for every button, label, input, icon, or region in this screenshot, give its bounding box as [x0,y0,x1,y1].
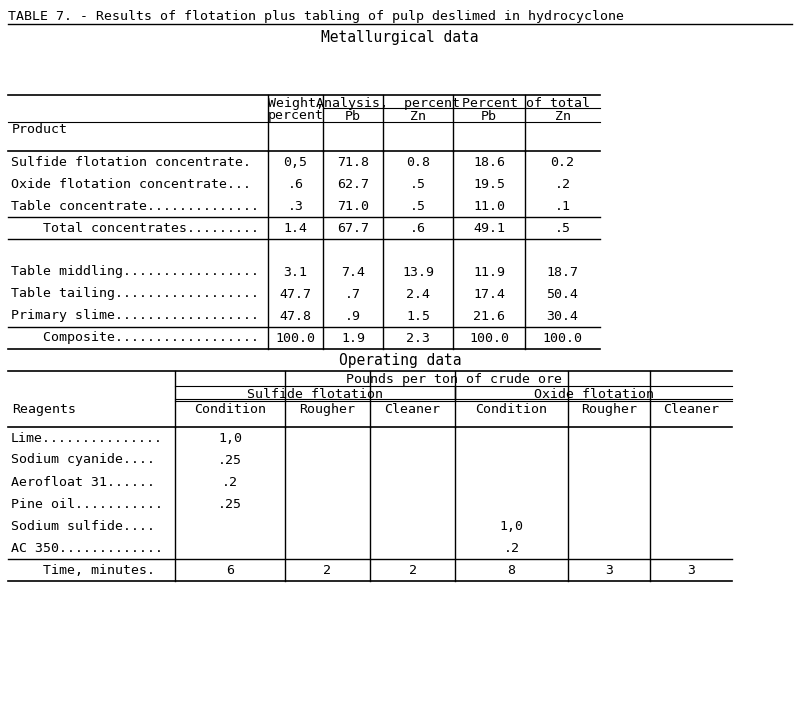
Text: Condition: Condition [194,403,266,416]
Text: Pine oil...........: Pine oil........... [11,498,163,511]
Text: Analysis,  percent: Analysis, percent [316,97,460,110]
Text: .2: .2 [554,178,570,191]
Text: 0.2: 0.2 [550,156,574,168]
Text: 18.6: 18.6 [473,156,505,168]
Text: Sulfide flotation concentrate.: Sulfide flotation concentrate. [11,156,251,168]
Text: Operating data: Operating data [338,353,462,368]
Text: 1.9: 1.9 [341,331,365,344]
Text: Percent of total: Percent of total [462,97,590,110]
Text: Composite..................: Composite.................. [11,331,259,344]
Text: 71.0: 71.0 [337,199,369,212]
Text: 71.8: 71.8 [337,156,369,168]
Text: .6: .6 [287,178,303,191]
Text: 30.4: 30.4 [546,310,578,323]
Text: 3: 3 [605,564,613,576]
Text: 2.3: 2.3 [406,331,430,344]
Text: 0,5: 0,5 [283,156,307,168]
Text: 2: 2 [409,564,417,576]
Text: Reagents: Reagents [12,403,76,416]
Text: Sodium sulfide....: Sodium sulfide.... [11,520,155,533]
Text: 3: 3 [687,564,695,576]
Text: 47.8: 47.8 [279,310,311,323]
Text: Table middling.................: Table middling................. [11,265,259,278]
Text: TABLE 7. - Results of flotation plus tabling of pulp deslimed in hydrocyclone: TABLE 7. - Results of flotation plus tab… [8,10,624,23]
Text: Rougher: Rougher [581,403,637,416]
Text: Oxide flotation: Oxide flotation [534,388,654,401]
Text: Sodium cyanide....: Sodium cyanide.... [11,453,155,467]
Text: 100.0: 100.0 [469,331,509,344]
Text: Table concentrate..............: Table concentrate.............. [11,199,259,212]
Text: 18.7: 18.7 [546,265,578,278]
Text: .6: .6 [410,222,426,234]
Text: Weight,: Weight, [267,97,323,110]
Text: 0.8: 0.8 [406,156,430,168]
Text: Zn: Zn [554,110,570,123]
Text: .5: .5 [554,222,570,234]
Text: percent: percent [267,109,323,122]
Text: 49.1: 49.1 [473,222,505,234]
Text: .1: .1 [554,199,570,212]
Text: 1.5: 1.5 [406,310,430,323]
Text: .7: .7 [345,288,361,300]
Text: 13.9: 13.9 [402,265,434,278]
Text: 62.7: 62.7 [337,178,369,191]
Text: Sulfide flotation: Sulfide flotation [247,388,383,401]
Text: 11.9: 11.9 [473,265,505,278]
Text: Aerofloat 31......: Aerofloat 31...... [11,475,155,488]
Text: 21.6: 21.6 [473,310,505,323]
Text: 100.0: 100.0 [275,331,315,344]
Text: Product: Product [12,123,68,136]
Text: Cleaner: Cleaner [663,403,719,416]
Text: 1,0: 1,0 [218,432,242,445]
Text: Time, minutes.: Time, minutes. [11,564,155,576]
Text: 1.4: 1.4 [283,222,307,234]
Text: Lime...............: Lime............... [11,432,163,445]
Text: 17.4: 17.4 [473,288,505,300]
Text: Table tailing..................: Table tailing.................. [11,288,259,300]
Text: 3.1: 3.1 [283,265,307,278]
Text: .25: .25 [218,498,242,511]
Text: Pounds per ton of crude ore: Pounds per ton of crude ore [346,373,562,386]
Text: 8: 8 [507,564,515,576]
Text: .2: .2 [222,475,238,488]
Text: Total concentrates.........: Total concentrates......... [11,222,259,234]
Text: 100.0: 100.0 [542,331,582,344]
Text: 50.4: 50.4 [546,288,578,300]
Text: AC 350.............: AC 350............. [11,541,163,554]
Text: Primary slime..................: Primary slime.................. [11,310,259,323]
Text: Metallurgical data: Metallurgical data [322,30,478,45]
Text: Pb: Pb [481,110,497,123]
Text: 1,0: 1,0 [499,520,523,533]
Text: Cleaner: Cleaner [385,403,441,416]
Text: 6: 6 [226,564,234,576]
Text: 19.5: 19.5 [473,178,505,191]
Text: Oxide flotation concentrate...: Oxide flotation concentrate... [11,178,251,191]
Text: 47.7: 47.7 [279,288,311,300]
Text: 11.0: 11.0 [473,199,505,212]
Text: Pb: Pb [345,110,361,123]
Text: .9: .9 [345,310,361,323]
Text: .5: .5 [410,178,426,191]
Text: 67.7: 67.7 [337,222,369,234]
Text: 2.4: 2.4 [406,288,430,300]
Text: Rougher: Rougher [299,403,355,416]
Text: .2: .2 [503,541,519,554]
Text: Zn: Zn [410,110,426,123]
Text: .3: .3 [287,199,303,212]
Text: .5: .5 [410,199,426,212]
Text: 2: 2 [323,564,331,576]
Text: Condition: Condition [475,403,547,416]
Text: .25: .25 [218,453,242,467]
Text: 7.4: 7.4 [341,265,365,278]
